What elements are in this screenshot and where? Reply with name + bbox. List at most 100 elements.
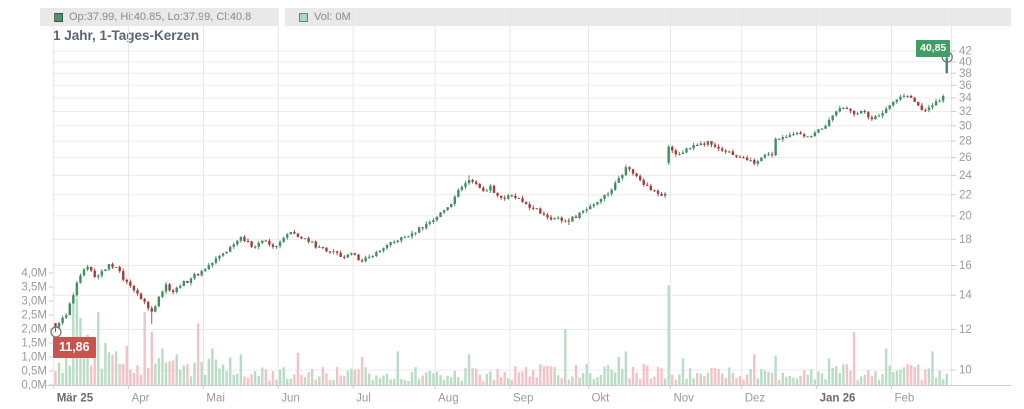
volume-bar[interactable] (186, 364, 189, 385)
volume-bar[interactable] (510, 379, 514, 385)
volume-bar[interactable] (182, 365, 186, 385)
volume-bar[interactable] (688, 368, 692, 385)
volume-bar[interactable] (150, 331, 153, 385)
volume-bar[interactable] (681, 358, 685, 385)
volume-bar[interactable] (492, 379, 496, 385)
volume-bar[interactable] (521, 371, 524, 385)
volume-bar[interactable] (264, 369, 268, 385)
volume-bar[interactable] (767, 371, 770, 385)
volume-bar[interactable] (421, 375, 424, 385)
candle[interactable] (596, 201, 599, 206)
volume-bar[interactable] (621, 369, 624, 385)
volume-bar[interactable] (310, 369, 314, 385)
candle[interactable] (350, 252, 353, 256)
candle[interactable] (189, 277, 193, 286)
candle[interactable] (581, 210, 585, 215)
volume-bar[interactable] (856, 379, 859, 385)
volume-bar[interactable] (118, 363, 121, 385)
candle[interactable] (161, 290, 164, 298)
volume-bar[interactable] (785, 376, 788, 385)
candle[interactable] (610, 188, 613, 197)
volume-bar[interactable] (100, 368, 104, 385)
candle[interactable] (717, 144, 720, 152)
candle[interactable] (417, 226, 421, 234)
volume-bar[interactable] (471, 368, 474, 385)
volume-bar[interactable] (503, 371, 506, 385)
volume-bar[interactable] (400, 379, 403, 385)
volume-bar[interactable] (136, 365, 139, 385)
volume-bar[interactable] (246, 377, 250, 385)
volume-bar[interactable] (902, 367, 906, 385)
volume-bar[interactable] (289, 378, 292, 385)
volume-bar[interactable] (439, 375, 442, 385)
candle[interactable] (945, 57, 948, 74)
candle[interactable] (692, 142, 695, 151)
volume-bar[interactable] (859, 376, 863, 385)
volume-bar[interactable] (485, 374, 489, 385)
candle[interactable] (207, 262, 210, 270)
volume-bar[interactable] (760, 369, 763, 385)
volume-bar[interactable] (450, 377, 453, 385)
volume-bar[interactable] (89, 365, 93, 385)
candle[interactable] (767, 152, 770, 157)
volume-bar[interactable] (870, 375, 874, 385)
candle[interactable] (838, 105, 841, 113)
candle[interactable] (228, 245, 232, 253)
candle[interactable] (104, 268, 107, 272)
candle[interactable] (756, 159, 760, 167)
candle[interactable] (917, 101, 920, 107)
candle[interactable] (713, 142, 717, 149)
volume-bar[interactable] (646, 365, 649, 385)
volume-bar[interactable] (724, 378, 727, 385)
volume-bar[interactable] (225, 371, 228, 385)
candle[interactable] (571, 216, 574, 222)
candle[interactable] (232, 242, 235, 250)
candle[interactable] (122, 268, 125, 282)
candle[interactable] (906, 95, 909, 98)
candle[interactable] (435, 215, 439, 222)
volume-bar[interactable] (489, 371, 492, 385)
volume-bar[interactable] (293, 374, 296, 385)
volume-bar[interactable] (539, 364, 542, 385)
candle[interactable] (300, 236, 303, 240)
volume-bar[interactable] (892, 372, 895, 385)
candle[interactable] (920, 102, 923, 111)
candle[interactable] (339, 250, 342, 258)
volume-bar[interactable] (685, 378, 688, 385)
volume-bar[interactable] (756, 378, 760, 385)
candle[interactable] (107, 264, 111, 272)
candle[interactable] (464, 180, 467, 190)
volume-bar[interactable] (888, 365, 891, 385)
volume-bar[interactable] (474, 368, 478, 385)
candle[interactable] (517, 197, 521, 199)
volume-bar[interactable] (802, 370, 806, 385)
candle[interactable] (246, 238, 250, 243)
volume-bar[interactable] (360, 357, 364, 385)
candle[interactable] (831, 115, 834, 122)
candle[interactable] (425, 221, 428, 230)
candle[interactable] (578, 211, 581, 220)
candle[interactable] (553, 217, 556, 220)
candle[interactable] (446, 207, 449, 212)
candle[interactable] (656, 189, 660, 197)
volume-bar[interactable] (753, 354, 756, 385)
candle[interactable] (136, 288, 139, 296)
candle[interactable] (742, 155, 745, 159)
candle[interactable] (592, 203, 596, 209)
volume-bar[interactable] (720, 373, 724, 385)
candle[interactable] (667, 144, 670, 165)
candle[interactable] (913, 96, 916, 103)
candle[interactable] (760, 157, 763, 162)
candle[interactable] (895, 99, 899, 104)
volume-bar[interactable] (610, 369, 613, 385)
candle[interactable] (909, 94, 913, 98)
volume-bar[interactable] (467, 354, 471, 385)
candle[interactable] (810, 135, 813, 139)
volume-bar[interactable] (817, 371, 820, 385)
volume-bar[interactable] (792, 377, 795, 385)
volume-bar[interactable] (93, 348, 96, 385)
volume-bar[interactable] (275, 379, 278, 385)
candle[interactable] (364, 255, 367, 263)
candle[interactable] (731, 149, 735, 156)
